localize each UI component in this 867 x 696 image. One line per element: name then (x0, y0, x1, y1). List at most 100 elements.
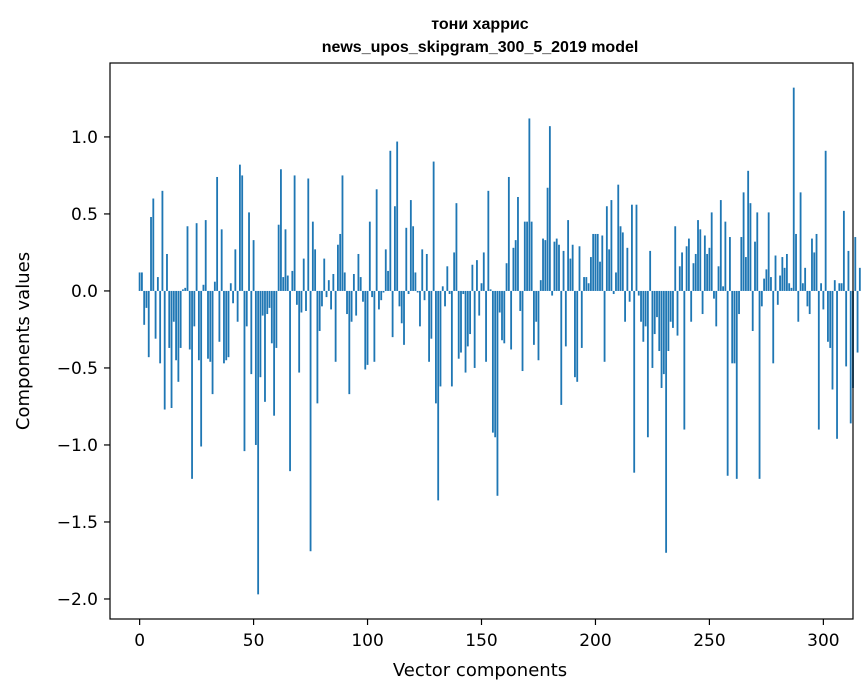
bar-204 (603, 290, 606, 362)
bar-285 (788, 283, 791, 291)
bar-147 (473, 290, 476, 368)
bar-74 (307, 178, 310, 291)
bar-84 (330, 290, 332, 310)
bar-290 (799, 192, 802, 291)
bar-186 (562, 250, 565, 291)
bar-275 (765, 269, 768, 291)
bar-175 (537, 290, 540, 361)
bar-102 (371, 290, 374, 298)
bar-199 (592, 233, 595, 291)
bar-133 (441, 286, 444, 291)
bar-256 (722, 286, 724, 291)
bar-296 (813, 252, 816, 291)
bar-265 (742, 192, 745, 291)
bar-206 (608, 249, 611, 291)
bar-120 (412, 226, 415, 291)
bar-51 (254, 290, 257, 445)
bar-25 (195, 223, 198, 291)
bar-232 (667, 290, 670, 352)
bar-161 (505, 263, 508, 291)
bar-223 (646, 290, 649, 438)
bar-6 (152, 198, 155, 291)
bar-219 (637, 290, 640, 296)
bar-242 (690, 290, 693, 322)
bar-263 (738, 290, 740, 315)
bar-86 (334, 290, 337, 362)
x-tick-label: 150 (465, 631, 497, 651)
bar-53 (259, 290, 262, 378)
bar-214 (626, 247, 629, 291)
bar-61 (277, 224, 280, 291)
bar-209 (615, 272, 617, 291)
bar-258 (726, 290, 729, 476)
bar-269 (751, 290, 754, 331)
bar-108 (384, 249, 387, 291)
bar-227 (656, 290, 658, 318)
bar-90 (343, 272, 346, 291)
bar-68 (293, 175, 296, 291)
bar-94 (352, 274, 355, 291)
bar-77 (314, 249, 317, 291)
bar-42 (234, 249, 237, 291)
bar-237 (678, 266, 681, 291)
bar-99 (364, 290, 367, 370)
bar-217 (633, 290, 636, 473)
x-tick-label: 300 (807, 631, 839, 651)
bar-264 (740, 237, 743, 291)
bar-30 (207, 290, 209, 359)
bar-156 (494, 290, 497, 438)
bar-79 (318, 290, 321, 331)
x-axis-label: Vector components (393, 660, 567, 681)
bar-252 (713, 290, 715, 299)
bar-3 (145, 290, 148, 308)
bar-14 (170, 290, 173, 408)
bar-101 (368, 221, 371, 291)
bar-29 (204, 220, 207, 291)
bar-162 (507, 176, 510, 291)
bar-185 (560, 290, 563, 405)
bar-1 (141, 272, 143, 291)
bar-180 (548, 126, 551, 291)
bar-43 (236, 290, 239, 322)
bar-155 (491, 290, 494, 433)
bar-278 (772, 290, 775, 364)
bar-0 (138, 272, 141, 291)
bar-123 (419, 290, 421, 327)
bar-113 (396, 141, 399, 291)
bar-10 (161, 190, 164, 291)
bar-169 (523, 221, 526, 291)
bar-8 (156, 277, 159, 291)
bar-28 (202, 284, 205, 291)
bar-16 (175, 290, 177, 361)
bar-228 (658, 290, 661, 352)
bar-137 (450, 290, 453, 387)
bar-158 (498, 290, 501, 313)
y-axis-label: Components values (13, 252, 34, 430)
bar-78 (316, 290, 319, 404)
bar-215 (628, 290, 631, 302)
bar-268 (749, 203, 752, 291)
bar-141 (460, 290, 462, 353)
bar-253 (715, 290, 718, 327)
bar-225 (651, 290, 654, 368)
bar-178 (544, 240, 547, 291)
bar-128 (430, 290, 433, 339)
bar-21 (186, 226, 189, 291)
bar-218 (635, 204, 638, 291)
bar-36 (220, 229, 223, 291)
bar-172 (530, 221, 533, 291)
bar-287 (792, 87, 795, 291)
bar-63 (282, 277, 285, 291)
bar-167 (519, 290, 522, 311)
bar-41 (232, 290, 234, 304)
bar-31 (209, 290, 212, 362)
bar-159 (501, 290, 503, 341)
bar-254 (717, 266, 720, 291)
bar-65 (286, 275, 289, 291)
bar-75 (309, 290, 312, 552)
y-tick-label: −2.0 (57, 590, 98, 610)
bar-11 (163, 290, 166, 410)
bar-300 (822, 290, 825, 310)
bar-294 (808, 290, 811, 315)
